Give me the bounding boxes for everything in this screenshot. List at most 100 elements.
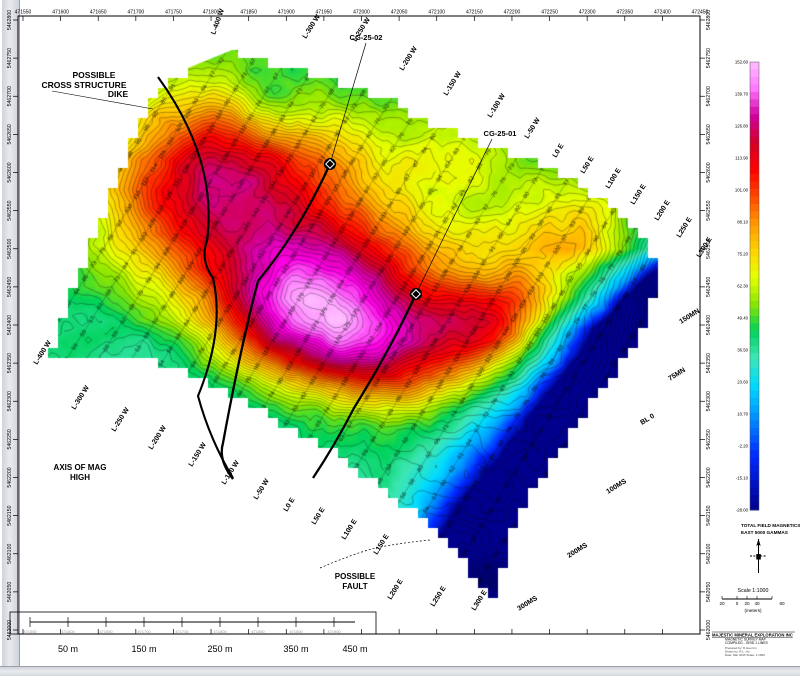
svg-text:471600: 471600 bbox=[61, 629, 75, 634]
svg-text:150MN: 150MN bbox=[678, 308, 701, 326]
svg-text:L100 E: L100 E bbox=[605, 167, 623, 190]
svg-text:(meters): (meters) bbox=[744, 608, 762, 613]
svg-text:TOTAL FIELD MAGNETICS: TOTAL FIELD MAGNETICS bbox=[741, 523, 800, 528]
svg-text:471900: 471900 bbox=[327, 629, 341, 634]
svg-text:471650: 471650 bbox=[90, 10, 107, 16]
svg-text:5462600: 5462600 bbox=[7, 162, 13, 182]
svg-text:75MN: 75MN bbox=[667, 367, 687, 383]
svg-text:5462500: 5462500 bbox=[7, 239, 13, 259]
svg-text:472050: 472050 bbox=[391, 10, 408, 16]
svg-text:471750: 471750 bbox=[165, 10, 182, 16]
svg-text:N: N bbox=[756, 555, 760, 561]
svg-text:L-200 W: L-200 W bbox=[148, 424, 168, 451]
svg-text:5462250: 5462250 bbox=[7, 429, 13, 449]
svg-text:100MS: 100MS bbox=[605, 478, 628, 496]
svg-text:L250 E: L250 E bbox=[676, 216, 694, 239]
svg-text:AXIS OF MAG: AXIS OF MAG bbox=[54, 463, 107, 472]
svg-text:L-150 W: L-150 W bbox=[443, 70, 463, 97]
svg-text:471900: 471900 bbox=[278, 10, 295, 16]
svg-text:L-150 W: L-150 W bbox=[188, 441, 208, 468]
svg-text:5462550: 5462550 bbox=[706, 200, 712, 220]
svg-text:5462650: 5462650 bbox=[7, 124, 13, 144]
svg-text:5462800: 5462800 bbox=[706, 10, 712, 30]
svg-text:L300 E: L300 E bbox=[471, 589, 489, 612]
svg-text:139.70: 139.70 bbox=[735, 92, 749, 97]
svg-text:471730: 471730 bbox=[175, 629, 189, 634]
svg-text:113.90: 113.90 bbox=[735, 156, 748, 161]
svg-text:L100 E: L100 E bbox=[341, 518, 359, 541]
svg-text:5462150: 5462150 bbox=[706, 505, 712, 525]
svg-text:L200 E: L200 E bbox=[654, 199, 672, 222]
svg-text:L0 E: L0 E bbox=[283, 497, 297, 514]
svg-text:L-100 W: L-100 W bbox=[487, 92, 507, 119]
svg-text:75.20: 75.20 bbox=[737, 252, 748, 257]
svg-text:L-400 W: L-400 W bbox=[33, 339, 53, 366]
svg-text:L150 E: L150 E bbox=[630, 183, 648, 206]
svg-text:300MS: 300MS bbox=[516, 595, 539, 613]
svg-text:450 m: 450 m bbox=[342, 644, 367, 654]
svg-text:472200: 472200 bbox=[504, 10, 521, 16]
svg-text:471600: 471600 bbox=[52, 10, 69, 16]
svg-text:L-50 W: L-50 W bbox=[253, 478, 271, 502]
svg-text:200MS: 200MS bbox=[566, 542, 589, 560]
svg-text:5462400: 5462400 bbox=[706, 315, 712, 335]
svg-text:471650: 471650 bbox=[99, 629, 113, 634]
svg-text:5462450: 5462450 bbox=[7, 277, 13, 297]
svg-text:472300: 472300 bbox=[579, 10, 596, 16]
svg-text:472150: 472150 bbox=[466, 10, 483, 16]
svg-text:20: 20 bbox=[744, 601, 750, 606]
svg-text:126.80: 126.80 bbox=[735, 124, 749, 129]
svg-text:5462050: 5462050 bbox=[706, 582, 712, 602]
svg-text:5462300: 5462300 bbox=[706, 391, 712, 411]
svg-text:88.10: 88.10 bbox=[737, 220, 748, 225]
svg-text:472000: 472000 bbox=[353, 10, 370, 16]
svg-text:5462350: 5462350 bbox=[706, 353, 712, 373]
svg-text:5462650: 5462650 bbox=[706, 124, 712, 144]
svg-text:150 m: 150 m bbox=[131, 644, 156, 654]
svg-text:-2.20: -2.20 bbox=[738, 444, 748, 449]
svg-text:62.30: 62.30 bbox=[737, 284, 748, 289]
svg-text:5462200: 5462200 bbox=[706, 467, 712, 487]
svg-text:472250: 472250 bbox=[541, 10, 558, 16]
svg-text:10.70: 10.70 bbox=[737, 412, 748, 417]
svg-text:20: 20 bbox=[719, 601, 725, 606]
svg-text:L50 E: L50 E bbox=[311, 506, 327, 526]
svg-text:Scale 1:1000: Scale 1:1000 bbox=[738, 588, 769, 594]
svg-text:DIKE: DIKE bbox=[108, 89, 129, 99]
svg-text:-15.10: -15.10 bbox=[736, 476, 749, 481]
svg-text:L-250 W: L-250 W bbox=[111, 406, 131, 433]
svg-text:5462600: 5462600 bbox=[706, 162, 712, 182]
svg-text:5462300: 5462300 bbox=[7, 391, 13, 411]
svg-text:471700: 471700 bbox=[127, 10, 144, 16]
svg-text:5462450: 5462450 bbox=[706, 277, 712, 297]
svg-text:50 m: 50 m bbox=[58, 644, 78, 654]
svg-text:L200 E: L200 E bbox=[387, 578, 405, 601]
svg-text:5462700: 5462700 bbox=[7, 86, 13, 106]
svg-text:COMPILED - GRID 1 LINES: COMPILED - GRID 1 LINES bbox=[725, 641, 769, 645]
svg-text:471550: 471550 bbox=[23, 629, 37, 634]
svg-text:350 m: 350 m bbox=[283, 644, 308, 654]
svg-text:BL 0: BL 0 bbox=[639, 413, 656, 427]
svg-text:L-50 W: L-50 W bbox=[524, 117, 542, 141]
svg-text:EAST 5000 GAMMAS: EAST 5000 GAMMAS bbox=[741, 530, 788, 535]
svg-text:152.60: 152.60 bbox=[735, 60, 749, 65]
svg-text:471850: 471850 bbox=[240, 10, 257, 16]
svg-text:5462200: 5462200 bbox=[7, 467, 13, 487]
svg-text:POSSIBLE: POSSIBLE bbox=[73, 70, 116, 80]
svg-text:5462100: 5462100 bbox=[706, 544, 712, 564]
svg-text:0: 0 bbox=[736, 601, 739, 606]
svg-text:36.50: 36.50 bbox=[737, 348, 748, 353]
svg-text:L-300 W: L-300 W bbox=[302, 13, 322, 40]
svg-text:POSSIBLE: POSSIBLE bbox=[335, 572, 376, 581]
svg-text:L0 E: L0 E bbox=[552, 143, 566, 160]
svg-text:471800: 471800 bbox=[213, 629, 227, 634]
svg-text:5462800: 5462800 bbox=[7, 10, 13, 30]
svg-text:CG-25-01: CG-25-01 bbox=[484, 129, 517, 138]
svg-text:5462100: 5462100 bbox=[7, 544, 13, 564]
svg-text:-28.00: -28.00 bbox=[736, 508, 749, 513]
svg-text:L-200 W: L-200 W bbox=[399, 45, 419, 72]
svg-text:5462400: 5462400 bbox=[7, 315, 13, 335]
svg-text:L250 E: L250 E bbox=[430, 585, 448, 608]
svg-text:471950: 471950 bbox=[316, 10, 333, 16]
svg-text:5462350: 5462350 bbox=[7, 353, 13, 373]
